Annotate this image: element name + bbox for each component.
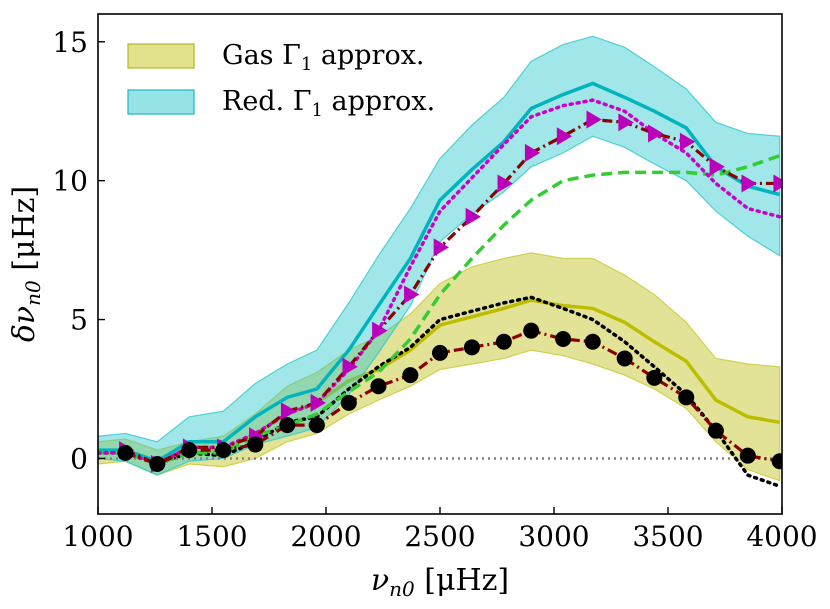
legend-label-gas: Gas Γ1 approx. (222, 40, 425, 75)
marker-circle (584, 333, 601, 350)
marker-triangle (465, 207, 481, 226)
marker-circle (117, 444, 134, 461)
legend: Gas Γ1 approx. Red. Γ1 approx. (127, 40, 435, 121)
marker-triangle (679, 132, 696, 151)
x-axis-label: νn0 [μHz] (371, 563, 509, 601)
x-tick-label: 3000 (518, 520, 589, 553)
marker-circle (215, 442, 232, 459)
series-line-3 (124, 117, 780, 466)
marker-triangle (709, 157, 725, 176)
marker-triangle (433, 238, 449, 257)
band-red (98, 35, 781, 476)
legend-label-red: Red. Γ1 approx. (222, 86, 435, 121)
marker-circle (646, 369, 663, 386)
y-tick-label: 0 (70, 442, 88, 475)
x-tick-label: 1500 (176, 520, 247, 553)
marker-triangle (618, 113, 634, 132)
y-tick-label: 10 (52, 165, 88, 198)
x-tick-label: 2000 (290, 520, 361, 553)
y-axis-label: δνn0 [μHz] (7, 186, 45, 342)
marker-circle (739, 447, 756, 464)
marker-triangle (524, 143, 541, 162)
marker-circle (402, 367, 419, 384)
y-tick-label: 15 (52, 26, 88, 59)
x-tick-label: 2500 (404, 520, 475, 553)
marker-triangle (773, 174, 782, 193)
series-line-0 (98, 295, 782, 488)
marker-triangle (648, 124, 664, 143)
band-center-red (98, 81, 781, 464)
series-line-4 (124, 328, 780, 466)
x-tick-label: 4000 (746, 520, 817, 553)
x-tick-label: 3500 (632, 520, 703, 553)
marker-triangle (556, 127, 573, 146)
marker-circle (247, 436, 264, 453)
marker-circle (370, 378, 387, 395)
marker-circle (308, 417, 325, 434)
marker-circle (463, 339, 480, 356)
plot-area (98, 35, 782, 488)
marker-circle (707, 422, 724, 439)
marker-triangle (372, 321, 388, 340)
ticks: 1000 1500 2000 2500 3000 3500 4000 0 5 10 15 (52, 26, 817, 553)
marker-circle (495, 333, 512, 350)
marker-circle (555, 331, 572, 347)
marker-triangle (497, 174, 513, 193)
marker-circle (432, 344, 448, 361)
band-center-gas (98, 298, 781, 464)
marker-triangle (310, 393, 326, 412)
marker-circle (523, 322, 540, 339)
marker-triangle (280, 402, 297, 421)
marker-triangle (741, 174, 757, 193)
series-line-2 (98, 98, 782, 466)
marker-triangle (586, 110, 602, 129)
legend-swatch-gas (127, 43, 195, 69)
marker-circle (678, 389, 695, 406)
marker-circle (279, 417, 296, 434)
marker-triangle (342, 357, 358, 376)
marker-circle (149, 456, 166, 472)
marker-circle (771, 453, 782, 470)
marker-circle (340, 394, 357, 411)
marker-circle (181, 442, 198, 459)
y-tick-label: 5 (70, 304, 88, 337)
x-tick-label: 1000 (62, 520, 133, 553)
legend-swatch-red (127, 89, 195, 115)
marker-circle (616, 350, 633, 367)
marker-triangle (404, 285, 420, 304)
